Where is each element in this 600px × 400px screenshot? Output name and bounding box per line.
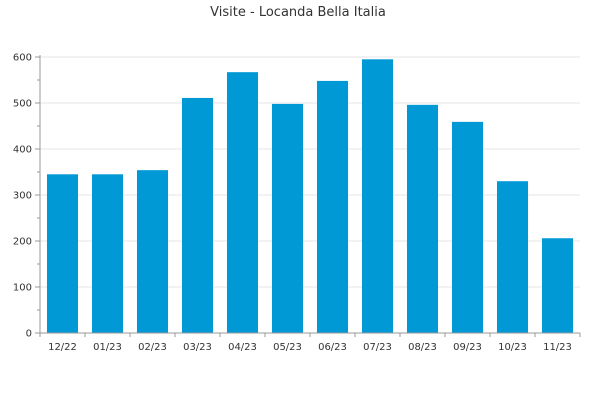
x-tick-label: 05/23 (273, 342, 302, 353)
x-tick-label: 01/23 (93, 342, 122, 353)
bar (541, 238, 574, 333)
x-tick-label: 06/23 (318, 342, 347, 353)
x-tick-label: 02/23 (138, 342, 167, 353)
y-axis: 0 100 200 300 400 500 600 (13, 53, 41, 340)
x-tick-label: 07/23 (363, 342, 392, 353)
y-tick-label: 400 (13, 145, 32, 156)
bar (451, 121, 484, 333)
y-tick-label: 200 (13, 237, 32, 248)
x-tick-label: 10/23 (498, 342, 527, 353)
x-tick-label: 08/23 (408, 342, 437, 353)
bar (46, 174, 79, 333)
x-tick-label: 03/23 (183, 342, 212, 353)
bars (46, 59, 574, 334)
bar (406, 104, 439, 333)
x-tick-label: 11/23 (543, 342, 572, 353)
y-tick-label: 0 (26, 329, 32, 340)
x-tick-label: 04/23 (228, 342, 257, 353)
bar (316, 80, 349, 333)
x-tick-label: 12/22 (48, 342, 77, 353)
bar (271, 103, 304, 333)
y-tick-label: 600 (13, 53, 32, 64)
bar (496, 181, 529, 333)
y-tick-label: 300 (13, 191, 32, 202)
bar (91, 174, 124, 333)
y-tick-label: 500 (13, 99, 32, 110)
bar (226, 72, 259, 334)
bar (181, 97, 214, 333)
chart-title: Visite - Locanda Bella Italia (210, 5, 386, 20)
gridlines (40, 56, 580, 288)
bar (136, 170, 169, 333)
bar (361, 59, 394, 334)
y-tick-label: 100 (13, 283, 32, 294)
x-axis: 12/22 01/23 02/23 03/23 04/23 05/23 06/23 07/23… (35, 332, 581, 353)
x-tick-label: 09/23 (453, 342, 482, 353)
